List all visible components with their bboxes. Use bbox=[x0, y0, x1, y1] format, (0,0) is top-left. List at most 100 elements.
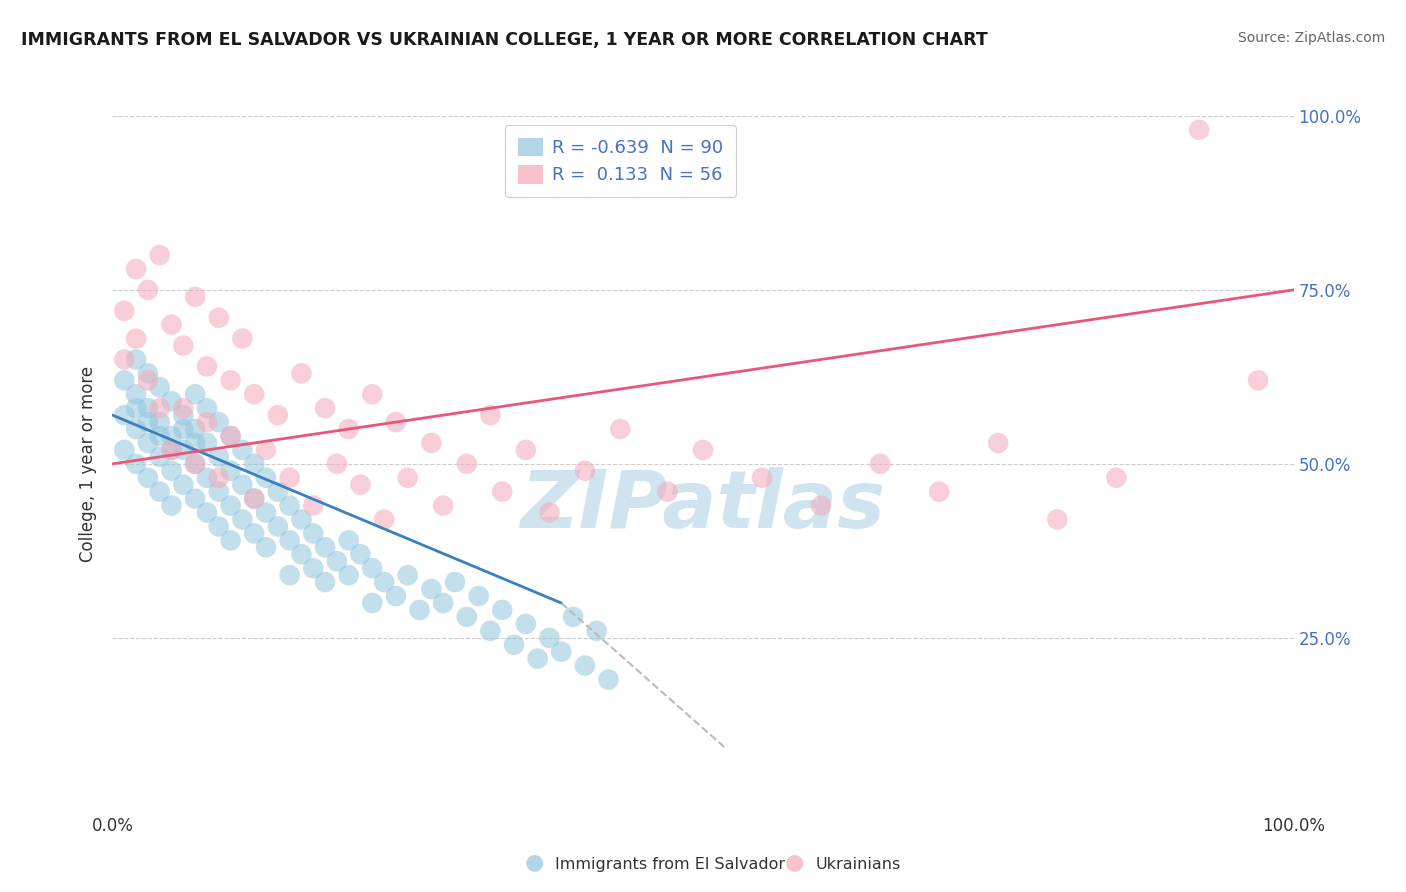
Point bbox=[136, 436, 159, 450]
Point bbox=[219, 429, 242, 443]
Point bbox=[149, 415, 172, 429]
Point bbox=[195, 471, 218, 485]
Point bbox=[172, 442, 194, 457]
Point bbox=[208, 519, 231, 533]
Point bbox=[112, 303, 135, 318]
Point bbox=[219, 533, 242, 548]
Point bbox=[385, 415, 408, 429]
Point bbox=[149, 248, 172, 262]
Point bbox=[160, 394, 183, 409]
Point bbox=[337, 568, 360, 582]
Point bbox=[195, 401, 218, 416]
Text: ●: ● bbox=[524, 853, 544, 872]
Point bbox=[112, 352, 135, 367]
Point bbox=[515, 616, 537, 631]
Point bbox=[396, 568, 419, 582]
Point bbox=[184, 457, 207, 471]
Point bbox=[160, 499, 183, 513]
Legend: R = -0.639  N = 90, R =  0.133  N = 56: R = -0.639 N = 90, R = 0.133 N = 56 bbox=[505, 125, 735, 197]
Point bbox=[125, 401, 148, 416]
Point bbox=[267, 408, 290, 422]
Point bbox=[444, 575, 467, 590]
Point bbox=[1188, 123, 1211, 137]
Point bbox=[290, 367, 312, 381]
Point bbox=[657, 484, 679, 499]
Text: Immigrants from El Salvador: Immigrants from El Salvador bbox=[555, 857, 786, 872]
Point bbox=[160, 464, 183, 478]
Point bbox=[172, 338, 194, 352]
Point bbox=[149, 401, 172, 416]
Text: Source: ZipAtlas.com: Source: ZipAtlas.com bbox=[1237, 31, 1385, 45]
Point bbox=[456, 610, 478, 624]
Point bbox=[149, 380, 172, 394]
Point bbox=[254, 471, 277, 485]
Point bbox=[361, 387, 384, 401]
Point bbox=[219, 429, 242, 443]
Point bbox=[243, 387, 266, 401]
Point bbox=[254, 442, 277, 457]
Point bbox=[195, 506, 218, 520]
Point bbox=[208, 471, 231, 485]
Point bbox=[302, 526, 325, 541]
Point bbox=[136, 415, 159, 429]
Point bbox=[987, 436, 1010, 450]
Point bbox=[479, 408, 502, 422]
Point bbox=[243, 491, 266, 506]
Text: IMMIGRANTS FROM EL SALVADOR VS UKRAINIAN COLLEGE, 1 YEAR OR MORE CORRELATION CHA: IMMIGRANTS FROM EL SALVADOR VS UKRAINIAN… bbox=[21, 31, 988, 49]
Point bbox=[125, 352, 148, 367]
Point bbox=[278, 568, 301, 582]
Point bbox=[160, 442, 183, 457]
Point bbox=[585, 624, 607, 638]
Point bbox=[503, 638, 526, 652]
Point bbox=[254, 506, 277, 520]
Point bbox=[136, 283, 159, 297]
Point bbox=[373, 512, 395, 526]
Point bbox=[361, 561, 384, 575]
Point bbox=[396, 471, 419, 485]
Point bbox=[136, 373, 159, 387]
Point bbox=[112, 373, 135, 387]
Point bbox=[361, 596, 384, 610]
Point bbox=[160, 442, 183, 457]
Point bbox=[195, 359, 218, 374]
Point bbox=[302, 561, 325, 575]
Point bbox=[290, 547, 312, 561]
Point bbox=[574, 464, 596, 478]
Point bbox=[125, 422, 148, 436]
Point bbox=[172, 401, 194, 416]
Point bbox=[302, 499, 325, 513]
Point bbox=[349, 547, 371, 561]
Point bbox=[160, 318, 183, 332]
Point bbox=[314, 575, 336, 590]
Point bbox=[562, 610, 585, 624]
Point bbox=[1105, 471, 1128, 485]
Point bbox=[172, 408, 194, 422]
Point bbox=[314, 541, 336, 555]
Text: Ukrainians: Ukrainians bbox=[815, 857, 901, 872]
Point bbox=[184, 387, 207, 401]
Point bbox=[385, 589, 408, 603]
Point bbox=[184, 491, 207, 506]
Point bbox=[125, 387, 148, 401]
Point bbox=[526, 651, 548, 665]
Point bbox=[491, 603, 513, 617]
Point bbox=[538, 506, 561, 520]
Y-axis label: College, 1 year or more: College, 1 year or more bbox=[79, 366, 97, 562]
Point bbox=[515, 442, 537, 457]
Point bbox=[231, 332, 253, 346]
Point bbox=[219, 499, 242, 513]
Point bbox=[432, 499, 454, 513]
Point bbox=[254, 541, 277, 555]
Point bbox=[538, 631, 561, 645]
Point bbox=[456, 457, 478, 471]
Point bbox=[195, 436, 218, 450]
Point bbox=[136, 367, 159, 381]
Point bbox=[692, 442, 714, 457]
Point bbox=[184, 436, 207, 450]
Point bbox=[267, 519, 290, 533]
Point bbox=[243, 491, 266, 506]
Point bbox=[432, 596, 454, 610]
Point bbox=[1046, 512, 1069, 526]
Point bbox=[810, 499, 832, 513]
Point bbox=[231, 442, 253, 457]
